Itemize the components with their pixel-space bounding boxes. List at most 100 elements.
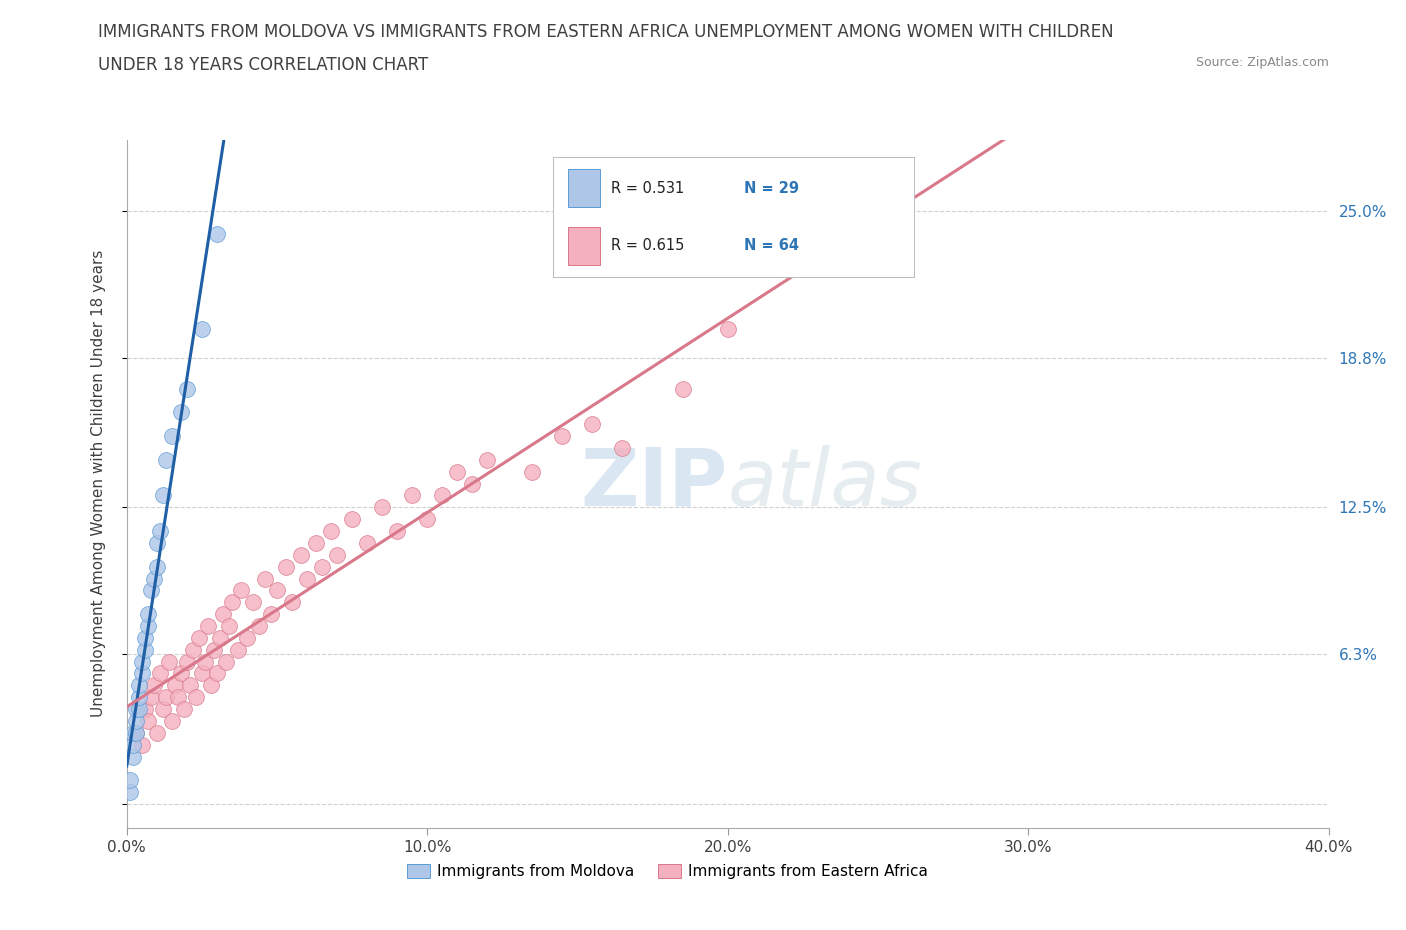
Point — [131, 666, 153, 681]
Point — [136, 618, 159, 633]
Text: IMMIGRANTS FROM MOLDOVA VS IMMIGRANTS FROM EASTERN AFRICA UNEMPLOYMENT AMONG WOM: IMMIGRANTS FROM MOLDOVA VS IMMIGRANTS FR… — [98, 23, 1114, 41]
Point — [176, 654, 198, 669]
Point — [118, 785, 141, 800]
Point — [221, 595, 243, 610]
Point — [134, 631, 156, 645]
Point — [202, 643, 225, 658]
Point — [319, 524, 342, 538]
Text: Source: ZipAtlas.com: Source: ZipAtlas.com — [1195, 56, 1329, 69]
Point — [145, 559, 167, 574]
Point — [305, 536, 328, 551]
Point — [179, 678, 201, 693]
Point — [194, 654, 217, 669]
Point — [163, 678, 186, 693]
Point — [235, 631, 259, 645]
Point — [211, 606, 233, 621]
Point — [671, 381, 693, 396]
Point — [247, 618, 270, 633]
Point — [385, 524, 408, 538]
Point — [136, 713, 159, 728]
Point — [173, 701, 195, 716]
Point — [430, 488, 453, 503]
Point — [205, 666, 228, 681]
Legend: Immigrants from Moldova, Immigrants from Eastern Africa: Immigrants from Moldova, Immigrants from… — [401, 857, 934, 885]
Point — [160, 713, 183, 728]
Y-axis label: Unemployment Among Women with Children Under 18 years: Unemployment Among Women with Children U… — [91, 250, 105, 717]
Point — [266, 583, 288, 598]
Point — [124, 713, 146, 728]
Point — [166, 690, 188, 705]
Point — [187, 631, 209, 645]
Point — [139, 690, 162, 705]
Text: atlas: atlas — [728, 445, 922, 523]
Point — [551, 429, 574, 444]
Point — [475, 452, 498, 467]
Point — [157, 654, 180, 669]
Point — [124, 725, 146, 740]
Point — [229, 583, 252, 598]
Point — [215, 654, 238, 669]
Text: ZIP: ZIP — [581, 445, 728, 523]
Point — [134, 701, 156, 716]
Point — [274, 559, 297, 574]
Point — [290, 548, 312, 563]
Point — [181, 643, 204, 658]
Point — [253, 571, 276, 586]
Point — [149, 666, 172, 681]
Point — [142, 678, 165, 693]
Point — [716, 322, 740, 337]
Point — [155, 452, 177, 467]
Point — [371, 500, 394, 515]
Point — [356, 536, 378, 551]
Point — [281, 595, 304, 610]
Point — [121, 725, 143, 740]
Point — [134, 643, 156, 658]
Point — [155, 690, 177, 705]
Point — [197, 618, 219, 633]
Point — [311, 559, 333, 574]
Point — [522, 464, 544, 479]
Point — [128, 678, 150, 693]
Point — [295, 571, 318, 586]
Point — [326, 548, 349, 563]
Point — [226, 643, 249, 658]
Point — [176, 381, 198, 396]
Point — [124, 701, 146, 716]
Point — [169, 666, 191, 681]
Text: UNDER 18 YEARS CORRELATION CHART: UNDER 18 YEARS CORRELATION CHART — [98, 56, 429, 73]
Point — [242, 595, 264, 610]
Point — [461, 476, 484, 491]
Point — [190, 322, 212, 337]
Point — [200, 678, 222, 693]
Point — [160, 429, 183, 444]
Point — [218, 618, 240, 633]
Point — [169, 405, 191, 419]
Point — [128, 701, 150, 716]
Point — [401, 488, 423, 503]
Point — [612, 441, 634, 456]
Point — [340, 512, 363, 526]
Point — [184, 690, 207, 705]
Point — [416, 512, 439, 526]
Point — [128, 690, 150, 705]
Point — [152, 488, 174, 503]
Point — [208, 631, 231, 645]
Point — [152, 701, 174, 716]
Point — [131, 737, 153, 752]
Point — [205, 227, 228, 242]
Point — [118, 773, 141, 788]
Point — [142, 571, 165, 586]
Point — [121, 737, 143, 752]
Point — [149, 524, 172, 538]
Point — [145, 725, 167, 740]
Point — [446, 464, 468, 479]
Point — [139, 583, 162, 598]
Point — [145, 536, 167, 551]
Point — [260, 606, 283, 621]
Point — [190, 666, 212, 681]
Point — [121, 749, 143, 764]
Point — [136, 606, 159, 621]
Point — [131, 654, 153, 669]
Point — [581, 417, 603, 432]
Point — [124, 725, 146, 740]
